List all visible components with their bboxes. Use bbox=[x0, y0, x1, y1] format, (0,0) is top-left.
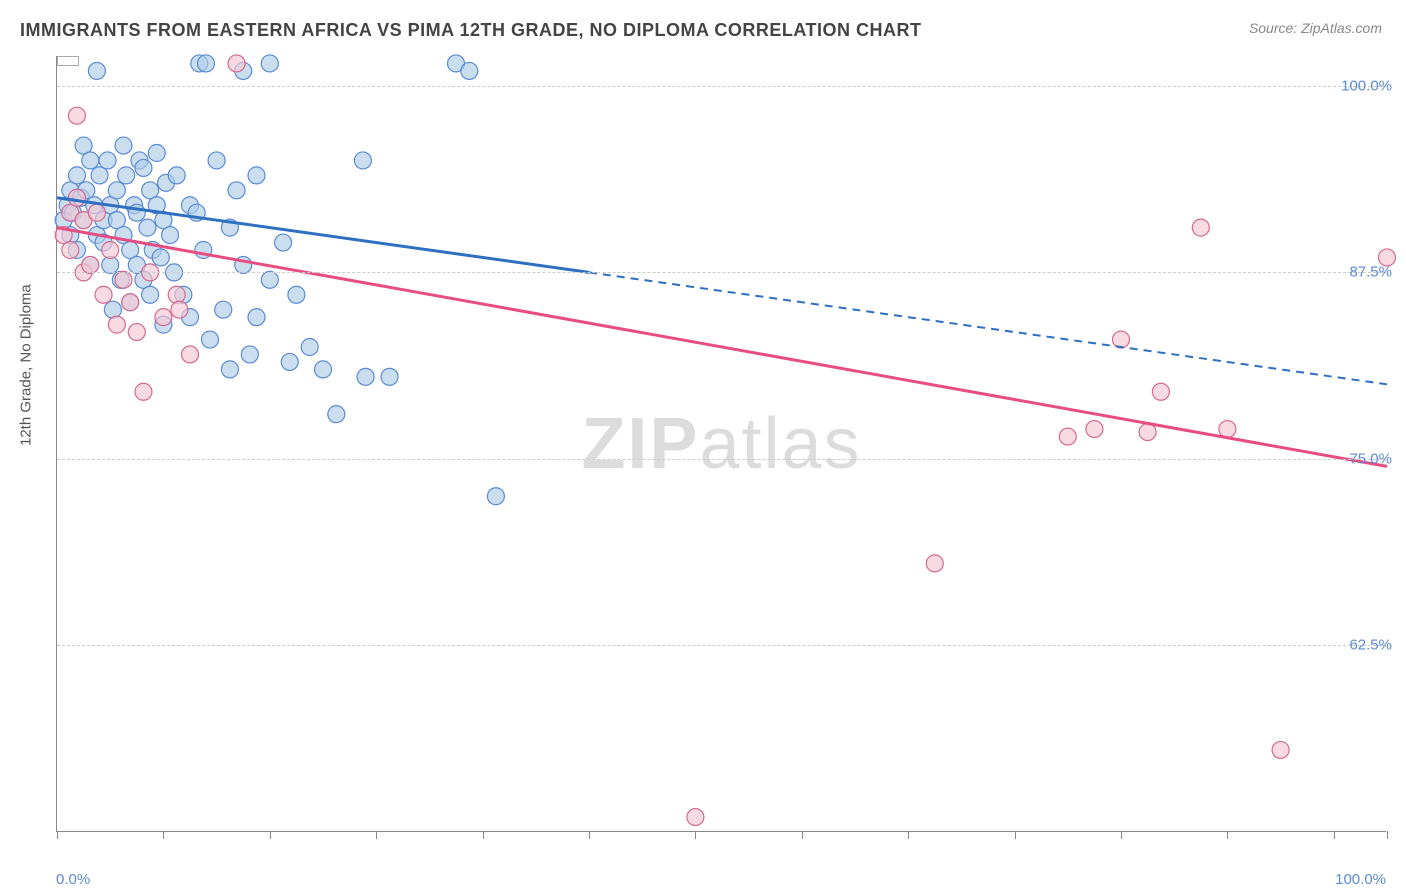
data-point bbox=[168, 286, 185, 303]
x-tick bbox=[376, 831, 377, 839]
data-point bbox=[104, 301, 121, 318]
chart-title: IMMIGRANTS FROM EASTERN AFRICA VS PIMA 1… bbox=[20, 20, 922, 41]
data-point bbox=[1219, 421, 1236, 438]
gridline-h bbox=[57, 272, 1386, 273]
data-point bbox=[171, 301, 188, 318]
x-tick bbox=[163, 831, 164, 839]
data-point bbox=[102, 242, 119, 259]
x-tick bbox=[483, 831, 484, 839]
y-tick-label: 87.5% bbox=[1349, 264, 1392, 281]
x-tick bbox=[695, 831, 696, 839]
data-point bbox=[68, 189, 85, 206]
data-point bbox=[88, 204, 105, 221]
data-point bbox=[68, 107, 85, 124]
source-label: Source: ZipAtlas.com bbox=[1249, 20, 1382, 41]
stats-legend-box bbox=[57, 56, 79, 66]
data-point bbox=[261, 271, 278, 288]
y-axis-label: 12th Grade, No Diploma bbox=[18, 284, 35, 446]
data-point bbox=[1152, 383, 1169, 400]
data-point bbox=[88, 62, 105, 79]
data-point bbox=[168, 167, 185, 184]
data-point bbox=[487, 488, 504, 505]
trend-line-dashed bbox=[589, 272, 1387, 384]
data-point bbox=[275, 234, 292, 251]
data-point bbox=[328, 406, 345, 423]
data-point bbox=[135, 159, 152, 176]
data-point bbox=[1192, 219, 1209, 236]
data-point bbox=[1113, 331, 1130, 348]
data-point bbox=[135, 383, 152, 400]
data-point bbox=[108, 316, 125, 333]
data-point bbox=[461, 62, 478, 79]
data-point bbox=[281, 353, 298, 370]
x-tick bbox=[270, 831, 271, 839]
data-point bbox=[288, 286, 305, 303]
data-point bbox=[248, 167, 265, 184]
data-point bbox=[108, 182, 125, 199]
data-point bbox=[221, 361, 238, 378]
data-point bbox=[228, 182, 245, 199]
x-tick bbox=[1121, 831, 1122, 839]
data-point bbox=[197, 55, 214, 72]
data-point bbox=[152, 249, 169, 266]
x-tick bbox=[908, 831, 909, 839]
data-point bbox=[155, 309, 172, 326]
y-tick-label: 100.0% bbox=[1341, 77, 1392, 94]
data-point bbox=[1139, 424, 1156, 441]
data-point bbox=[201, 331, 218, 348]
data-point bbox=[139, 219, 156, 236]
data-point bbox=[1059, 428, 1076, 445]
data-point bbox=[687, 809, 704, 826]
gridline-h bbox=[57, 645, 1386, 646]
data-point bbox=[91, 167, 108, 184]
data-point bbox=[926, 555, 943, 572]
data-point bbox=[215, 301, 232, 318]
data-point bbox=[142, 286, 159, 303]
data-point bbox=[82, 152, 99, 169]
gridline-h bbox=[57, 459, 1386, 460]
data-point bbox=[315, 361, 332, 378]
x-tick bbox=[802, 831, 803, 839]
data-point bbox=[248, 309, 265, 326]
x-tick bbox=[1015, 831, 1016, 839]
x-tick bbox=[589, 831, 590, 839]
data-point bbox=[357, 368, 374, 385]
data-point bbox=[1086, 421, 1103, 438]
x-tick bbox=[1334, 831, 1335, 839]
data-point bbox=[228, 55, 245, 72]
data-point bbox=[381, 368, 398, 385]
data-point bbox=[148, 145, 165, 162]
data-point bbox=[99, 152, 116, 169]
data-point bbox=[261, 55, 278, 72]
data-point bbox=[241, 346, 258, 363]
data-point bbox=[68, 167, 85, 184]
trend-line bbox=[57, 228, 1387, 467]
data-point bbox=[118, 167, 135, 184]
x-tick-100: 100.0% bbox=[1335, 871, 1386, 888]
data-point bbox=[1272, 741, 1289, 758]
data-point bbox=[82, 256, 99, 273]
data-point bbox=[182, 346, 199, 363]
chart-svg bbox=[57, 56, 1386, 831]
gridline-h bbox=[57, 86, 1386, 87]
data-point bbox=[95, 286, 112, 303]
y-tick-label: 75.0% bbox=[1349, 450, 1392, 467]
plot-area: ZIPatlas bbox=[56, 56, 1386, 832]
x-tick bbox=[1227, 831, 1228, 839]
data-point bbox=[128, 324, 145, 341]
x-tick bbox=[57, 831, 58, 839]
x-tick-0: 0.0% bbox=[56, 871, 90, 888]
data-point bbox=[122, 294, 139, 311]
y-tick-label: 62.5% bbox=[1349, 637, 1392, 654]
data-point bbox=[354, 152, 371, 169]
data-point bbox=[301, 339, 318, 356]
data-point bbox=[208, 152, 225, 169]
data-point bbox=[62, 242, 79, 259]
data-point bbox=[115, 137, 132, 154]
x-tick bbox=[1387, 831, 1388, 839]
data-point bbox=[115, 271, 132, 288]
data-point bbox=[162, 227, 179, 244]
